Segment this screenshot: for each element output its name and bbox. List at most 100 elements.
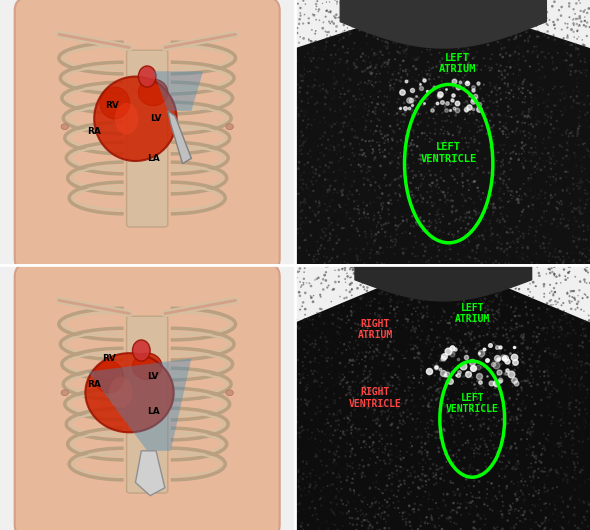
Point xyxy=(345,389,355,398)
Point xyxy=(345,187,354,196)
Point xyxy=(452,453,461,461)
Point xyxy=(440,191,450,200)
Point xyxy=(552,439,562,448)
Point xyxy=(419,217,428,225)
Point xyxy=(352,428,362,436)
Point xyxy=(476,250,486,259)
Point xyxy=(571,66,581,75)
Point xyxy=(404,301,413,309)
Point xyxy=(484,422,494,430)
Point xyxy=(484,297,494,305)
Point xyxy=(384,378,394,386)
Point xyxy=(464,31,474,39)
Point xyxy=(464,438,473,447)
Point xyxy=(544,133,553,142)
Point xyxy=(560,310,570,319)
Point xyxy=(365,310,375,318)
Point xyxy=(320,170,329,178)
Point xyxy=(495,348,504,356)
Point xyxy=(487,432,496,440)
Point xyxy=(312,255,322,264)
Point xyxy=(565,61,575,69)
Point xyxy=(438,426,448,435)
Point xyxy=(494,410,504,419)
Point xyxy=(330,80,339,88)
Point xyxy=(296,198,306,207)
Point xyxy=(573,129,582,138)
Point xyxy=(362,374,372,382)
Point xyxy=(573,125,583,133)
Point xyxy=(520,94,529,103)
Point xyxy=(322,348,331,357)
Point xyxy=(329,252,338,260)
Point xyxy=(461,312,471,321)
Point xyxy=(355,95,364,104)
Point xyxy=(563,184,573,192)
Point xyxy=(320,445,329,454)
Point xyxy=(371,23,381,31)
Point xyxy=(425,216,434,225)
Point xyxy=(509,463,518,471)
Point xyxy=(487,158,497,166)
Point xyxy=(466,368,476,377)
Point xyxy=(470,110,479,119)
Point xyxy=(332,482,341,490)
Point xyxy=(506,323,515,332)
Point xyxy=(304,435,313,444)
Ellipse shape xyxy=(61,124,68,130)
Point xyxy=(296,9,305,17)
Point xyxy=(442,246,451,255)
Point xyxy=(582,50,590,58)
Point xyxy=(392,492,402,501)
Point xyxy=(455,240,465,248)
Point xyxy=(477,259,486,268)
Point xyxy=(334,217,343,226)
Point xyxy=(467,463,477,471)
Point xyxy=(428,496,438,504)
Point xyxy=(310,326,320,335)
Point xyxy=(498,369,507,377)
Point xyxy=(407,295,417,303)
Point xyxy=(444,229,454,238)
Point xyxy=(431,40,440,49)
Point xyxy=(491,181,501,189)
Point xyxy=(565,495,575,504)
Point xyxy=(527,509,537,517)
Point xyxy=(505,381,514,390)
Point xyxy=(405,179,415,187)
Point xyxy=(377,99,386,108)
Point xyxy=(581,418,590,427)
Point xyxy=(576,525,585,530)
Point xyxy=(356,52,366,61)
Point xyxy=(375,48,384,57)
Point xyxy=(369,448,379,456)
Point xyxy=(560,470,569,478)
Point xyxy=(413,207,422,215)
Point xyxy=(522,113,532,122)
Point xyxy=(336,154,346,162)
Point xyxy=(465,66,474,74)
Point xyxy=(381,132,390,140)
Point xyxy=(474,311,483,320)
Point xyxy=(427,396,436,404)
Point xyxy=(318,227,327,236)
Point xyxy=(463,176,473,184)
Point xyxy=(486,378,496,387)
Point xyxy=(438,7,448,15)
Point xyxy=(441,402,450,411)
Point xyxy=(424,259,434,268)
Point xyxy=(389,345,399,354)
Point xyxy=(570,259,579,268)
Point xyxy=(569,458,578,466)
Point xyxy=(323,65,333,74)
Point xyxy=(510,78,520,87)
Point xyxy=(365,399,374,408)
Point xyxy=(295,267,304,276)
Point xyxy=(557,55,566,63)
Point xyxy=(357,336,366,344)
Point xyxy=(543,436,552,445)
Point xyxy=(375,211,385,220)
Point xyxy=(366,274,376,282)
Point xyxy=(503,70,512,78)
Point xyxy=(358,469,368,477)
